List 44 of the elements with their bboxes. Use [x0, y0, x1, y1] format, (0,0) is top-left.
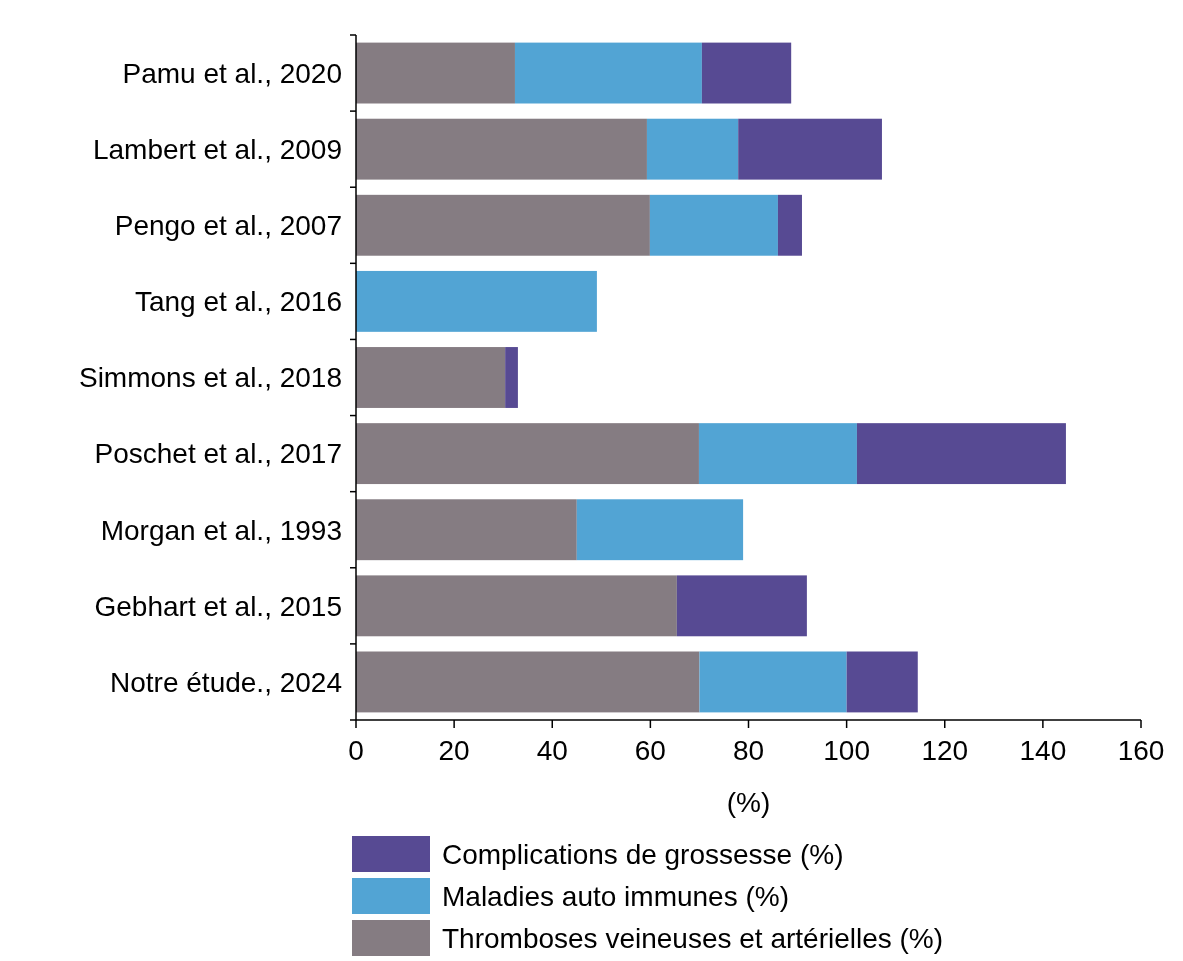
y-tick-label: Notre étude., 2024 [110, 666, 342, 698]
x-tick-label: 20 [438, 735, 470, 766]
legend-label: Thromboses veineuses et artérielles (%) [442, 922, 944, 954]
bar [701, 42, 792, 104]
bar [356, 423, 699, 485]
bar [356, 118, 647, 180]
bar [356, 499, 577, 561]
bar [676, 575, 807, 637]
bar [356, 42, 515, 104]
bar [699, 651, 847, 713]
x-axis-title: (%) [726, 787, 771, 818]
y-tick-label: Tang et al., 2016 [134, 286, 342, 318]
bar [356, 270, 597, 332]
bar [514, 42, 702, 104]
x-tick-label: 120 [921, 735, 969, 766]
bar [356, 651, 700, 713]
x-tick-label: 100 [823, 735, 870, 766]
bar [738, 118, 882, 180]
bar [856, 423, 1066, 485]
bar [698, 423, 857, 485]
legend-label: Complications de grossesse (%) [442, 838, 844, 870]
bar [576, 499, 744, 561]
x-tick-label: 0 [348, 735, 364, 766]
x-tick-label: 140 [1019, 735, 1067, 766]
bar [356, 194, 650, 256]
bar [356, 347, 506, 408]
legend-label: Maladies auto immunes (%) [442, 880, 790, 912]
bar [505, 347, 518, 408]
x-tick-label: 40 [536, 735, 568, 766]
y-tick-label: Pengo et al., 2007 [114, 210, 342, 242]
bar [356, 575, 677, 637]
y-tick-label: Lambert et al., 2009 [92, 133, 342, 165]
y-tick-label: Morgan et al., 1993 [100, 514, 342, 546]
x-tick-label: 60 [634, 735, 666, 766]
y-tick-label: Poschet et al., 2017 [94, 438, 342, 470]
bar [846, 651, 918, 713]
y-tick-label: Pamu et al., 2020 [122, 57, 342, 89]
bar [646, 118, 739, 180]
x-tick-label: 80 [732, 735, 765, 766]
bar [649, 194, 778, 256]
x-tick-label: 160 [1117, 735, 1165, 766]
y-tick-label: Gebhart et al., 2015 [94, 590, 342, 622]
bar [777, 194, 802, 256]
y-tick-label: Simmons et al., 2018 [78, 362, 342, 394]
